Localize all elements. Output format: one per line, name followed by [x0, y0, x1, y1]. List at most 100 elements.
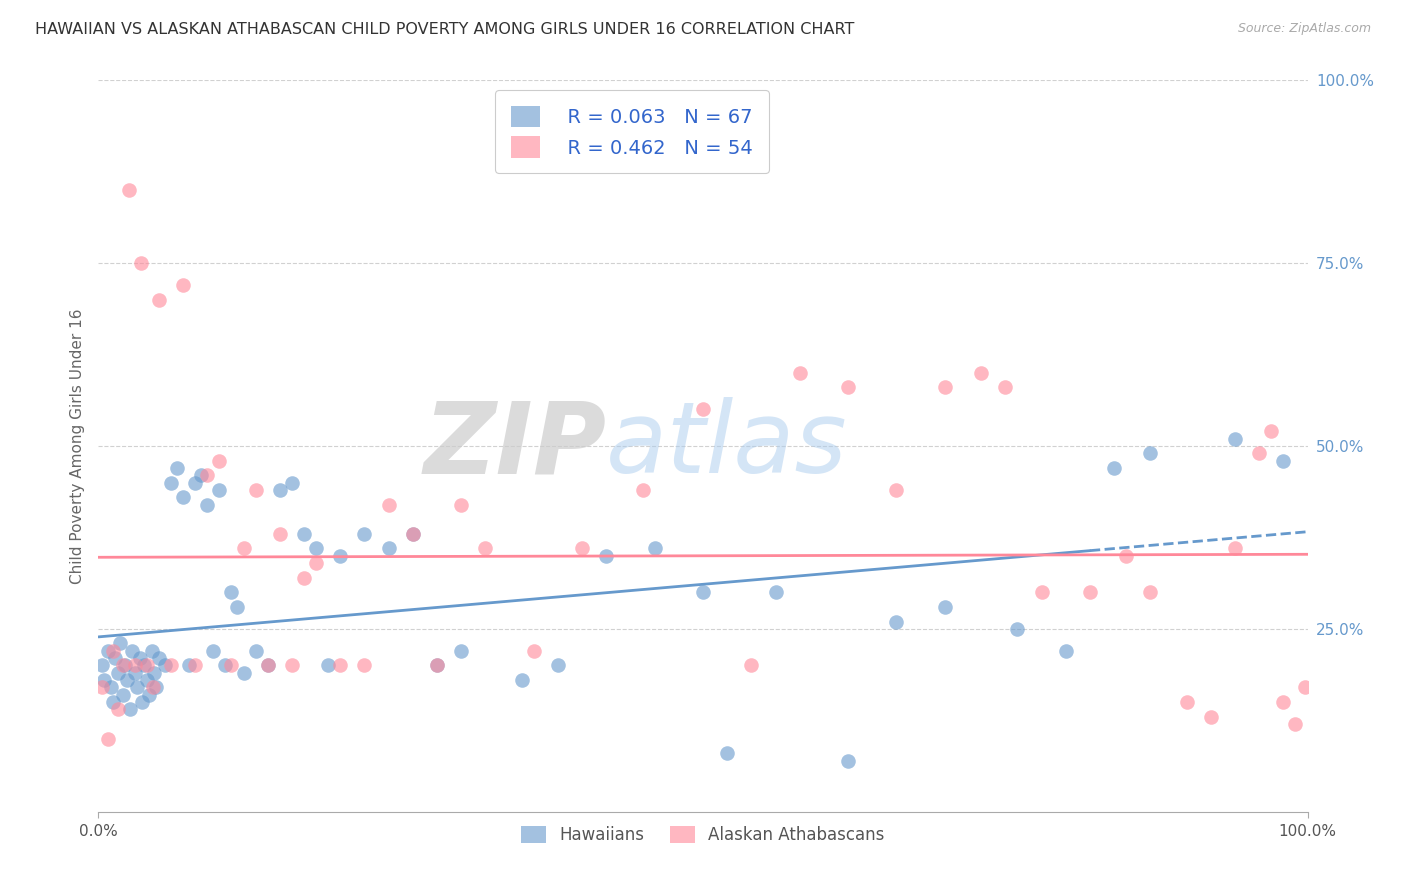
Point: [269, 483, 291, 497]
Point: [1102, 461, 1125, 475]
Point: [124, 665, 146, 680]
Point: [221, 658, 243, 673]
Point: [245, 644, 267, 658]
Point: [837, 380, 859, 394]
Point: [789, 366, 811, 380]
Point: [128, 651, 150, 665]
Point: [184, 475, 207, 490]
Point: [166, 461, 188, 475]
Point: [329, 549, 352, 563]
Point: [765, 585, 787, 599]
Point: [1115, 549, 1137, 563]
Point: [402, 526, 425, 541]
Point: [245, 483, 267, 497]
Point: [644, 541, 666, 556]
Point: [1175, 695, 1198, 709]
Point: [208, 483, 231, 497]
Point: [190, 468, 212, 483]
Point: [692, 585, 714, 599]
Point: [1223, 432, 1246, 446]
Point: [208, 453, 231, 467]
Text: Source: ZipAtlas.com: Source: ZipAtlas.com: [1237, 22, 1371, 36]
Point: [143, 665, 166, 680]
Point: [1284, 717, 1306, 731]
Point: [886, 483, 908, 497]
Point: [474, 541, 496, 556]
Point: [402, 526, 425, 541]
Point: [145, 681, 167, 695]
Y-axis label: Child Poverty Among Girls Under 16: Child Poverty Among Girls Under 16: [69, 309, 84, 583]
Point: [377, 541, 399, 556]
Point: [994, 380, 1017, 394]
Point: [571, 541, 593, 556]
Point: [1272, 453, 1295, 467]
Point: [135, 658, 157, 673]
Point: [134, 658, 156, 673]
Point: [111, 658, 134, 673]
Point: [353, 658, 375, 673]
Point: [1139, 446, 1161, 460]
Point: [1031, 585, 1053, 599]
Point: [523, 644, 546, 658]
Point: [148, 293, 170, 307]
Point: [316, 658, 339, 673]
Point: [226, 599, 249, 614]
Point: [716, 746, 738, 760]
Point: [97, 644, 120, 658]
Point: [426, 658, 449, 673]
Point: [107, 665, 129, 680]
Point: [114, 658, 136, 673]
Point: [91, 681, 114, 695]
Point: [740, 658, 762, 673]
Point: [172, 490, 194, 504]
Point: [138, 688, 160, 702]
Text: ZIP: ZIP: [423, 398, 606, 494]
Point: [934, 599, 956, 614]
Point: [108, 636, 131, 650]
Point: [131, 695, 153, 709]
Legend: Hawaiians, Alaskan Athabascans: Hawaiians, Alaskan Athabascans: [515, 820, 891, 851]
Point: [124, 658, 146, 673]
Point: [91, 658, 114, 673]
Point: [1078, 585, 1101, 599]
Point: [214, 658, 236, 673]
Point: [692, 402, 714, 417]
Point: [141, 644, 163, 658]
Point: [305, 541, 328, 556]
Point: [118, 183, 141, 197]
Text: atlas: atlas: [606, 398, 848, 494]
Point: [353, 526, 375, 541]
Point: [1054, 644, 1077, 658]
Point: [100, 681, 122, 695]
Point: [305, 556, 328, 570]
Point: [934, 380, 956, 394]
Point: [127, 681, 149, 695]
Point: [886, 615, 908, 629]
Point: [179, 658, 201, 673]
Point: [1223, 541, 1246, 556]
Point: [97, 731, 120, 746]
Point: [281, 475, 304, 490]
Point: [1294, 681, 1316, 695]
Point: [329, 658, 352, 673]
Point: [111, 688, 134, 702]
Point: [292, 526, 315, 541]
Point: [377, 498, 399, 512]
Point: [195, 498, 218, 512]
Point: [256, 658, 278, 673]
Point: [160, 475, 183, 490]
Point: [269, 526, 291, 541]
Point: [1249, 446, 1271, 460]
Point: [281, 658, 304, 673]
Point: [93, 673, 115, 687]
Point: [195, 468, 218, 483]
Text: HAWAIIAN VS ALASKAN ATHABASCAN CHILD POVERTY AMONG GIRLS UNDER 16 CORRELATION CH: HAWAIIAN VS ALASKAN ATHABASCAN CHILD POV…: [35, 22, 855, 37]
Point: [153, 658, 176, 673]
Point: [547, 658, 569, 673]
Point: [292, 571, 315, 585]
Point: [1007, 622, 1029, 636]
Point: [426, 658, 449, 673]
Point: [221, 585, 243, 599]
Point: [121, 644, 143, 658]
Point: [232, 665, 254, 680]
